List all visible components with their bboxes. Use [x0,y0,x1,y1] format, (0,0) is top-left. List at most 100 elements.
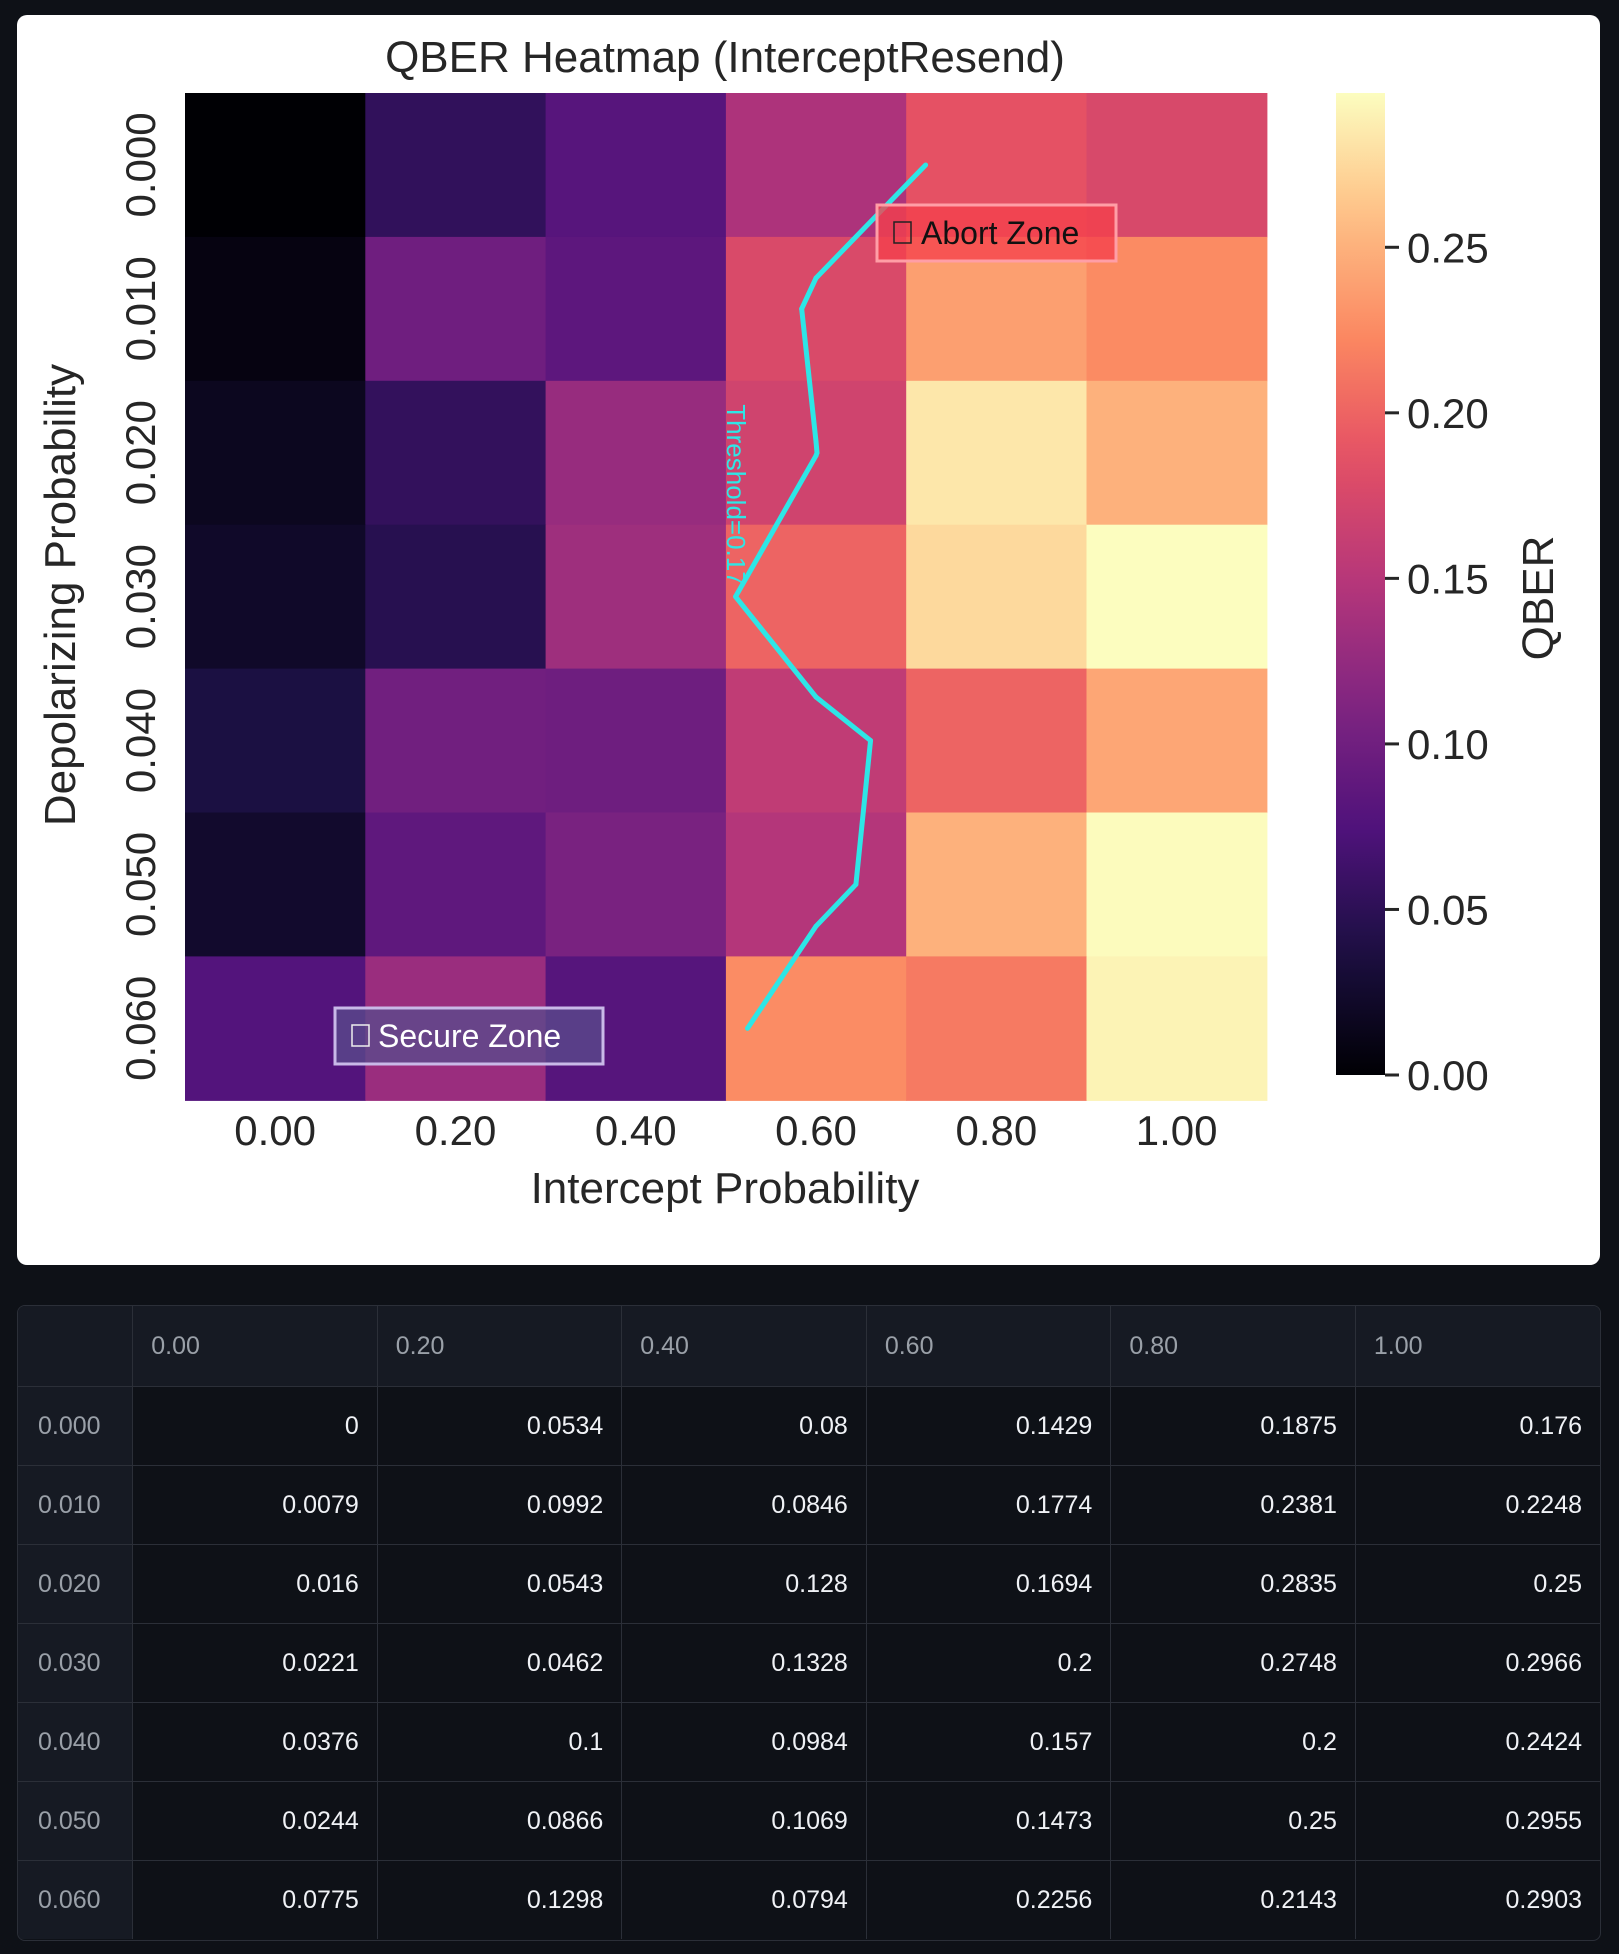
table-cell[interactable]: 0.2955 [1355,1781,1600,1861]
abort-zone-annotation: Abort Zone [875,203,1118,263]
y-tick-label: 0.010 [117,256,164,361]
table-row-index: 0.010 [18,1465,134,1545]
table-cell[interactable]: 0.0984 [621,1702,867,1782]
table-cell[interactable]: 0.2966 [1355,1623,1600,1703]
table-cell[interactable]: 0.0794 [621,1860,867,1939]
colorbar-tick-label: 0.25 [1407,224,1489,271]
table-cell[interactable]: 0.1 [377,1702,623,1782]
x-tick-label: 0.60 [775,1107,857,1154]
threshold-segment [813,450,820,459]
heatmap-cell [545,668,727,814]
heatmap-cell [906,812,1088,957]
table-cell[interactable]: 0.2748 [1110,1623,1356,1703]
table-cell[interactable]: 0.0775 [132,1860,378,1939]
y-tick-label: 0.040 [117,688,164,793]
table-cell[interactable]: 0.1069 [621,1781,867,1861]
data-table-container[interactable]: 0.00 0.20 0.40 0.60 0.80 1.00 0.000 0 0.0534 0.0… [17,1305,1601,1941]
heatmap-cell [545,524,727,670]
colorbar-label: QBER [1514,536,1563,661]
heatmap-cell [1086,524,1268,670]
table-cell[interactable]: 0.0221 [132,1623,378,1703]
heatmap-cell [185,812,366,957]
table-row[interactable]: 0.020 0.016 0.0543 0.128 0.1694 0.2835 0.25 [18,1544,1600,1624]
threshold-segment [744,923,819,1031]
x-tick-label: 1.00 [1136,1107,1218,1154]
table-cell[interactable]: 0.2381 [1110,1465,1356,1545]
table-row-index: 0.000 [18,1386,134,1466]
colorbar-tick-label: 0.10 [1407,721,1489,768]
table-row-index: 0.060 [18,1860,134,1939]
table-cell[interactable]: 0.2 [1110,1702,1356,1782]
heatmap-cell [545,380,727,526]
threshold-segment [799,306,819,445]
table-cell[interactable]: 0.1473 [866,1781,1112,1861]
table-cell[interactable]: 0.128 [621,1544,867,1624]
table-column-header[interactable]: 0.80 [1110,1306,1356,1387]
table-cell[interactable]: 0.0866 [377,1781,623,1861]
heatmap-cell [1086,812,1268,957]
table-cell[interactable]: 0.2424 [1355,1702,1600,1782]
threshold-segment [813,881,859,929]
table-cell[interactable]: 0.0543 [377,1544,623,1624]
table-column-header[interactable]: 0.60 [866,1306,1112,1387]
colorbar-ticks: 0.00 0.05 0.10 0.15 0.20 0.25 [1385,224,1489,1099]
table-cell[interactable]: 0.2256 [866,1860,1112,1939]
table-row[interactable]: 0.060 0.0775 0.1298 0.0794 0.2256 0.2143 0.290… [18,1860,1600,1939]
threshold-segment [799,275,819,312]
table-row-index: 0.040 [18,1702,134,1782]
table-cell[interactable]: 0 [132,1386,378,1466]
table-cell[interactable]: 0.25 [1110,1781,1356,1861]
table-cell[interactable]: 0.0376 [132,1702,378,1782]
table-cell[interactable]: 0.0846 [621,1465,867,1545]
table-cell[interactable]: 0.0079 [132,1465,378,1545]
table-cell[interactable]: 0.1328 [621,1623,867,1703]
table-cell[interactable]: 0.08 [621,1386,867,1466]
heatmap-cell [906,524,1088,670]
table-cell[interactable]: 0.157 [866,1702,1112,1782]
table-cell[interactable]: 0.2143 [1110,1860,1356,1939]
table-row-index: 0.030 [18,1623,134,1703]
table-cell[interactable]: 0.0534 [377,1386,623,1466]
heatmap-cells [185,93,1268,1101]
y-axis-ticks: 0.000 0.010 0.020 0.030 0.040 0.050 0.060 [117,112,164,1081]
heatmap-cell [725,812,907,957]
heatmap-cell [545,93,727,238]
table-cell[interactable]: 0.2 [866,1623,1112,1703]
heatmap-cell [365,380,547,526]
table-cell[interactable]: 0.1774 [866,1465,1112,1545]
table-cell[interactable]: 0.0244 [132,1781,378,1861]
table-cell[interactable]: 0.0992 [377,1465,623,1545]
table-row[interactable]: 0.030 0.0221 0.0462 0.1328 0.2 0.2748 0.2966 [18,1623,1600,1703]
table-cell[interactable]: 0.1298 [377,1860,623,1939]
table-cell[interactable]: 0.2248 [1355,1465,1600,1545]
heatmap-cell [545,236,727,382]
threshold-label: Threshold=0.17 [721,404,751,585]
table-cell[interactable]: 0.176 [1355,1386,1600,1466]
abort-zone-label: Abort Zone [921,215,1079,251]
table-cell[interactable]: 0.1875 [1110,1386,1356,1466]
heatmap-cell [365,236,547,382]
table-cell[interactable]: 0.25 [1355,1544,1600,1624]
table-row[interactable]: 0.000 0 0.0534 0.08 0.1429 0.1875 0.176 [18,1386,1600,1466]
table-row[interactable]: 0.040 0.0376 0.1 0.0984 0.157 0.2 0.2424 [18,1702,1600,1782]
table-column-header[interactable]: 1.00 [1355,1306,1600,1387]
table-column-header[interactable] [18,1306,134,1387]
table-cell[interactable]: 0.2835 [1110,1544,1356,1624]
heatmap-cell [185,668,366,814]
chart-card: QBER Heatmap (InterceptResend) Threshold… [17,15,1600,1265]
table-cell[interactable]: 0.1694 [866,1544,1112,1624]
table-cell[interactable]: 0.016 [132,1544,378,1624]
table-row[interactable]: 0.050 0.0244 0.0866 0.1069 0.1473 0.25 0.2955 [18,1781,1600,1861]
table-cell[interactable]: 0.2903 [1505,1885,1582,1914]
table-column-header[interactable]: 0.20 [377,1306,623,1387]
data-table: 0.00 0.20 0.40 0.60 0.80 1.00 0.000 0 0.0534 0.0… [18,1306,1600,1939]
x-axis-label: Intercept Probability [531,1164,920,1213]
table-column-header[interactable]: 0.00 [132,1306,378,1387]
table-row[interactable]: 0.010 0.0079 0.0992 0.0846 0.1774 0.2381 0.224… [18,1465,1600,1545]
heatmap-cell [185,380,366,526]
table-cell[interactable]: 0.1429 [866,1386,1112,1466]
heatmap-cell [1086,956,1268,1101]
table-column-header[interactable]: 0.40 [621,1306,867,1387]
table-cell[interactable]: 0.0462 [377,1623,623,1703]
threshold-segment [733,453,819,600]
